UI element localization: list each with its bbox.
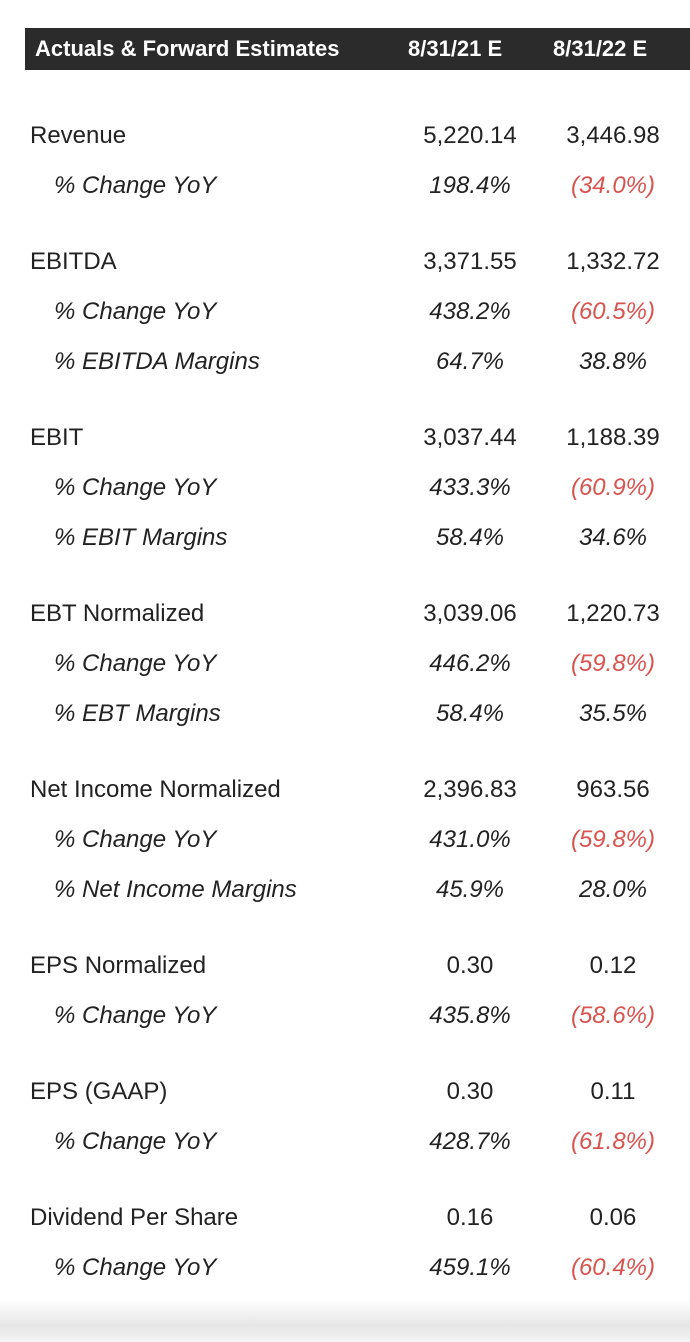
value-cell: (61.8%)	[570, 1128, 656, 1155]
value-cell: 0.30	[446, 1078, 494, 1105]
sub-row-label: % Net Income Margins	[54, 876, 297, 903]
value-cell: 459.1%	[429, 1254, 511, 1281]
value-cell: 58.4%	[435, 524, 505, 551]
value-cell: 2,396.83	[423, 776, 517, 803]
value-cell: 3,037.44	[423, 424, 517, 451]
value-cell: 446.2%	[429, 650, 511, 677]
sub-row-label: % Change YoY	[54, 1254, 217, 1281]
value-cell: 963.56	[576, 776, 650, 803]
value-cell: (60.4%)	[570, 1254, 656, 1281]
value-cell: 64.7%	[435, 348, 505, 375]
row-label: Net Income Normalized	[30, 776, 281, 803]
value-cell: 0.16	[446, 1204, 494, 1231]
value-cell: 1,220.73	[566, 600, 660, 627]
value-cell: 1,332.72	[566, 248, 660, 275]
sub-row-label: % Change YoY	[54, 172, 217, 199]
value-cell: 3,371.55	[423, 248, 517, 275]
sub-row-label: % Change YoY	[54, 826, 217, 853]
sub-row-label: % EBITDA Margins	[54, 348, 260, 375]
value-cell: 3,446.98	[566, 122, 660, 149]
value-cell: 0.12	[589, 952, 637, 979]
sub-row-label: % EBIT Margins	[54, 524, 228, 551]
sub-row-label: % EBT Margins	[54, 700, 221, 727]
value-cell: 38.8%	[578, 348, 648, 375]
bottom-shadow	[0, 1300, 690, 1342]
value-cell: (60.5%)	[570, 298, 656, 325]
value-cell: 3,039.06	[423, 600, 517, 627]
value-cell: 435.8%	[429, 1002, 511, 1029]
value-cell: 0.30	[446, 952, 494, 979]
value-cell: 5,220.14	[423, 122, 517, 149]
sub-row-label: % Change YoY	[54, 1002, 217, 1029]
value-cell: 0.06	[589, 1204, 637, 1231]
row-label: EPS (GAAP)	[30, 1078, 168, 1105]
sub-row-label: % Change YoY	[54, 298, 217, 325]
row-label: EBIT	[30, 424, 84, 451]
row-label: EPS Normalized	[30, 952, 207, 979]
row-label: Revenue	[30, 122, 127, 149]
value-cell: (59.8%)	[570, 826, 656, 853]
value-cell: 0.11	[590, 1078, 636, 1105]
value-cell: 28.0%	[578, 876, 648, 903]
header-cell: 8/31/22 E	[553, 36, 648, 61]
value-cell: (34.0%)	[570, 172, 656, 199]
value-cell: 433.3%	[429, 474, 511, 501]
header-cell: 8/31/21 E	[408, 36, 503, 61]
header-bar	[25, 28, 690, 70]
sub-row-label: % Change YoY	[54, 1128, 217, 1155]
value-cell: (60.9%)	[570, 474, 656, 501]
row-label: EBITDA	[30, 248, 117, 275]
sub-row-label: % Change YoY	[54, 650, 217, 677]
value-cell: 45.9%	[435, 876, 505, 903]
value-cell: 35.5%	[578, 700, 648, 727]
value-cell: (58.6%)	[570, 1002, 656, 1029]
value-cell: 1,188.39	[566, 424, 660, 451]
value-cell: 428.7%	[429, 1128, 511, 1155]
value-cell: (59.8%)	[570, 650, 656, 677]
value-cell: 198.4%	[429, 172, 511, 199]
header-cell: Actuals & Forward Estimates	[35, 36, 340, 61]
row-label: Dividend Per Share	[30, 1204, 239, 1231]
sub-row-label: % Change YoY	[54, 474, 217, 501]
value-cell: 431.0%	[429, 826, 511, 853]
value-cell: 438.2%	[429, 298, 511, 325]
value-cell: 58.4%	[435, 700, 505, 727]
row-label: EBT Normalized	[30, 600, 205, 627]
value-cell: 34.6%	[578, 524, 648, 551]
